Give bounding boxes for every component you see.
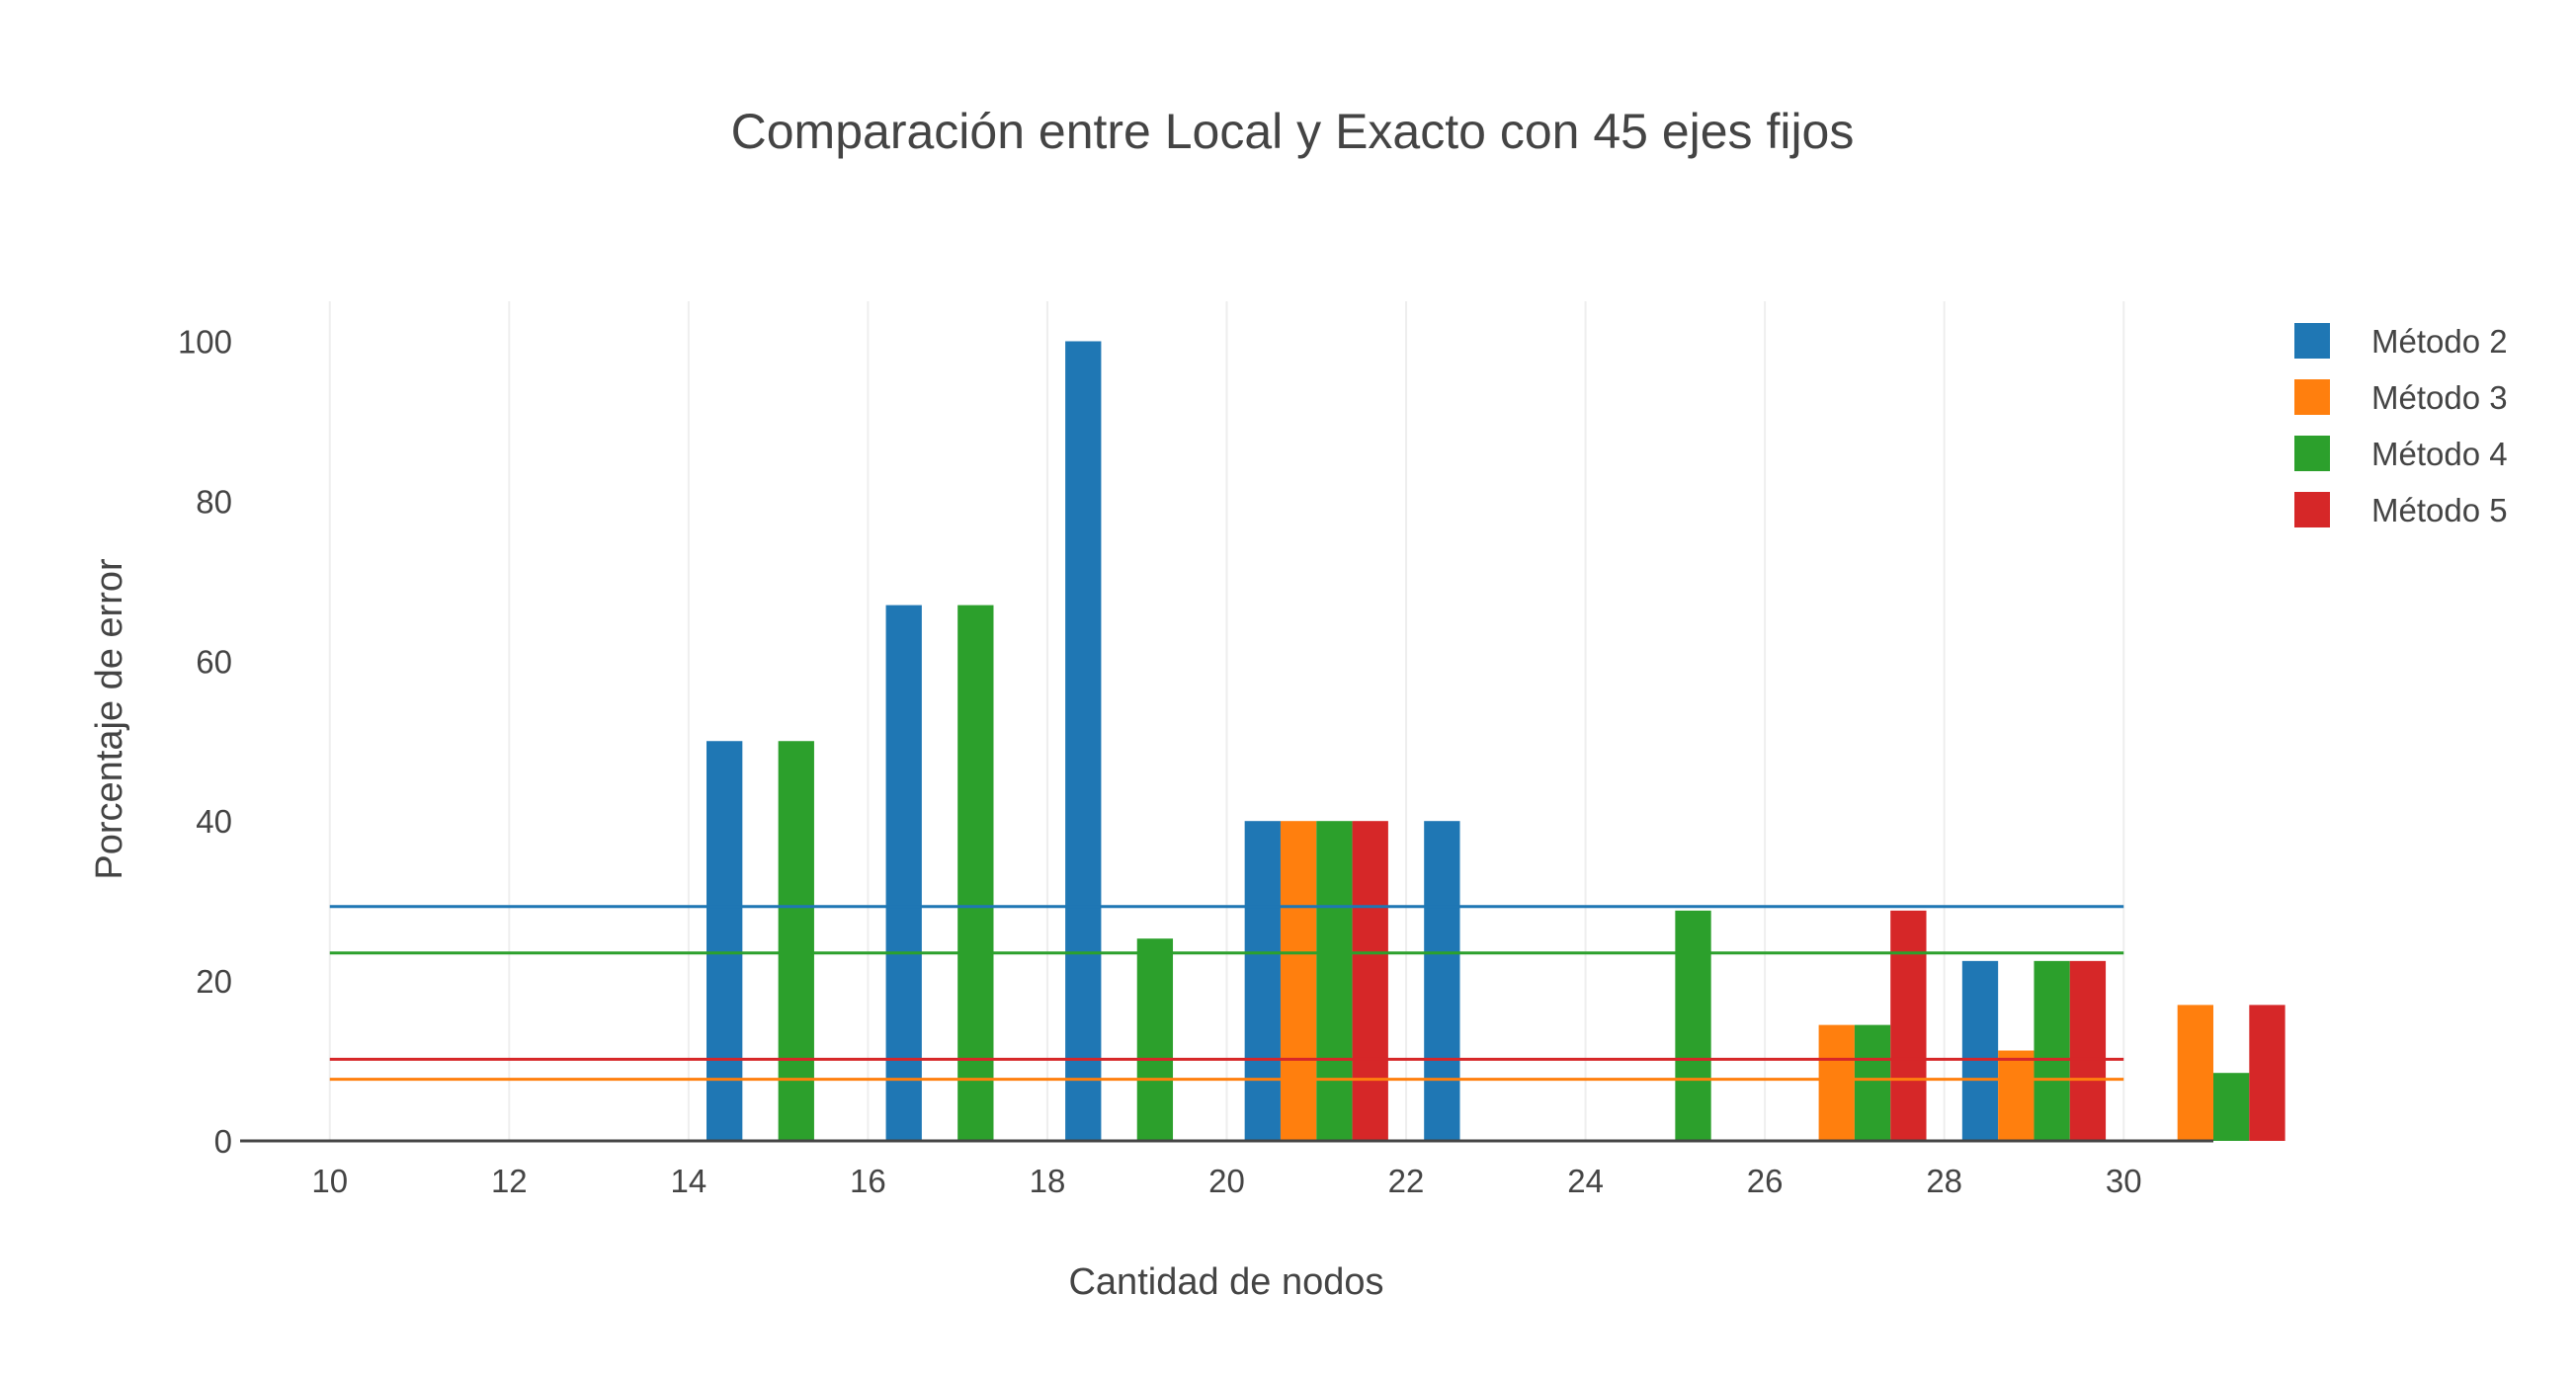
bar-series-1-x-16 bbox=[885, 605, 922, 1141]
y-tick-labels: 0 20 40 60 80 100 bbox=[178, 323, 232, 1160]
bar-series-3-x-28 bbox=[2034, 960, 2070, 1141]
y-tick-0: 0 bbox=[214, 1123, 232, 1160]
bar-series-3-x-30 bbox=[2213, 1073, 2250, 1141]
bar-series-1-x-14 bbox=[706, 741, 743, 1141]
bar-series-3-x-18 bbox=[1136, 938, 1174, 1141]
x-tick-28: 28 bbox=[1926, 1163, 1962, 1199]
bar-series-2-x-26 bbox=[1818, 1024, 1855, 1141]
grid bbox=[328, 301, 2125, 1141]
y-tick-80: 80 bbox=[196, 483, 232, 520]
bar-series-1-x-28 bbox=[1961, 960, 1999, 1141]
legend-label-3: Método 4 bbox=[2371, 436, 2508, 472]
y-tick-20: 20 bbox=[196, 963, 232, 1000]
legend-swatch-3 bbox=[2294, 436, 2330, 471]
x-tick-12: 12 bbox=[491, 1163, 528, 1199]
average-lines bbox=[329, 905, 2124, 1082]
legend-swatch-1 bbox=[2294, 323, 2330, 359]
y-tick-60: 60 bbox=[196, 643, 232, 680]
legend-label-2: Método 3 bbox=[2371, 379, 2508, 416]
bar-series-2-x-30 bbox=[2177, 1005, 2213, 1141]
x-tick-20: 20 bbox=[1208, 1163, 1245, 1199]
y-tick-100: 100 bbox=[178, 323, 232, 360]
bar-series-4-x-28 bbox=[2069, 960, 2107, 1141]
x-tick-26: 26 bbox=[1747, 1163, 1784, 1199]
y-tick-40: 40 bbox=[196, 803, 232, 840]
bar-series-4-x-30 bbox=[2249, 1005, 2285, 1141]
legend-label-4: Método 5 bbox=[2371, 492, 2508, 528]
legend-swatch-2 bbox=[2294, 379, 2330, 415]
x-tick-24: 24 bbox=[1567, 1163, 1604, 1199]
chart-title: Comparación entre Local y Exacto con 45 … bbox=[731, 104, 1855, 159]
bar-series-1-x-18 bbox=[1065, 341, 1102, 1141]
legend: Método 2 Método 3 Método 4 Método 5 bbox=[2294, 323, 2508, 528]
bar-series-3-x-16 bbox=[957, 605, 994, 1141]
x-tick-14: 14 bbox=[671, 1163, 707, 1199]
x-tick-18: 18 bbox=[1030, 1163, 1066, 1199]
bars bbox=[706, 341, 2285, 1141]
bar-series-3-x-24 bbox=[1675, 910, 1711, 1141]
legend-label-1: Método 2 bbox=[2371, 323, 2508, 360]
bar-series-4-x-20 bbox=[1352, 821, 1388, 1141]
x-tick-labels: 10 12 14 16 18 20 22 24 26 28 30 bbox=[311, 1163, 2141, 1199]
x-axis-title: Cantidad de nodos bbox=[1068, 1261, 1383, 1303]
x-tick-16: 16 bbox=[850, 1163, 886, 1199]
bar-series-1-x-22 bbox=[1424, 821, 1460, 1141]
x-tick-30: 30 bbox=[2106, 1163, 2142, 1199]
legend-swatch-4 bbox=[2294, 492, 2330, 527]
bar-series-2-x-20 bbox=[1280, 821, 1317, 1141]
x-tick-22: 22 bbox=[1388, 1163, 1425, 1199]
bar-series-3-x-14 bbox=[778, 741, 814, 1141]
bar-series-1-x-20 bbox=[1244, 821, 1281, 1141]
bar-series-3-x-26 bbox=[1854, 1024, 1891, 1141]
x-tick-10: 10 bbox=[311, 1163, 348, 1199]
bar-series-4-x-26 bbox=[1890, 910, 1927, 1141]
y-axis-title: Porcentaje de error bbox=[89, 558, 130, 880]
bar-series-2-x-28 bbox=[1998, 1050, 2035, 1141]
bar-series-3-x-20 bbox=[1316, 821, 1353, 1141]
